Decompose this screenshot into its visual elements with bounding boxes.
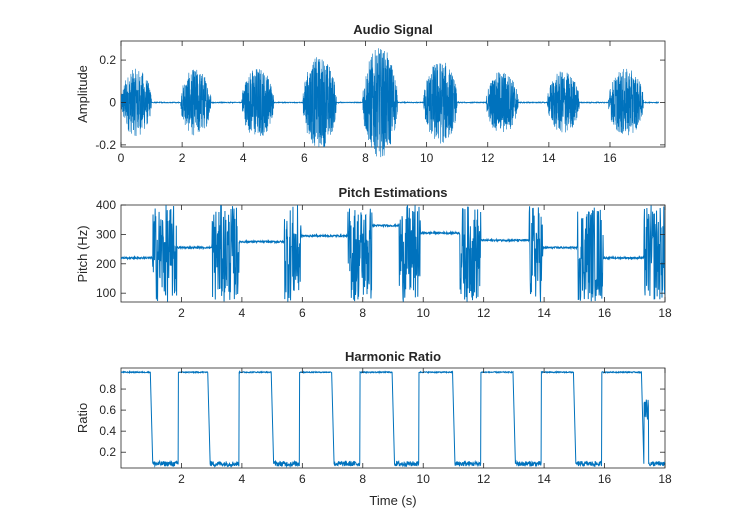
harmonic-ratio-line <box>120 370 666 469</box>
y-tick-label: 0.2 <box>99 53 116 67</box>
harmonic-ratio-title: Harmonic Ratio <box>345 349 441 364</box>
harmonic-ratio-plot: Harmonic Ratio 2 4 6 8 10 12 14 16 18 0.20.40.60… <box>75 349 672 508</box>
x-tick-label: 8 <box>362 151 369 165</box>
y-tick-label: 400 <box>96 198 116 212</box>
audio-signal-ylabel: Amplitude <box>75 65 90 123</box>
audio-signal-title: Audio Signal <box>353 22 432 37</box>
audio-signal-plot: Audio Signal 0 2 4 6 8 10 12 14 16 -0.200.2 Ampl… <box>75 22 666 165</box>
y-tick-label: 0.2 <box>99 445 116 459</box>
x-tick-label: 14 <box>537 472 551 486</box>
x-tick-label: 6 <box>299 472 306 486</box>
x-tick-label: 4 <box>239 306 246 320</box>
x-tick-label: 10 <box>417 472 431 486</box>
x-tick-label: 12 <box>477 472 491 486</box>
harmonic-ratio-xlabel: Time (s) <box>369 493 416 508</box>
x-tick-label: 16 <box>598 472 612 486</box>
pitch-estimations-series <box>120 205 666 302</box>
y-tick-label: 0 <box>109 95 116 109</box>
x-tick-label: 6 <box>299 306 306 320</box>
x-tick-label: 10 <box>417 306 431 320</box>
pitch-estimations-title: Pitch Estimations <box>338 185 447 200</box>
x-tick-label: 0 <box>118 151 125 165</box>
y-tick-label: 0.8 <box>99 382 116 396</box>
y-tick-label: 0.4 <box>99 424 116 438</box>
y-tick-label: 0.6 <box>99 403 116 417</box>
x-tick-label: 2 <box>179 151 186 165</box>
y-tick-label: 300 <box>96 227 116 241</box>
x-tick-label: 10 <box>420 151 434 165</box>
pitch-line <box>120 205 666 302</box>
x-tick-label: 4 <box>240 151 247 165</box>
y-tick-label: -0.2 <box>95 138 116 152</box>
x-tick-label: 16 <box>598 306 612 320</box>
x-tick-label: 16 <box>603 151 617 165</box>
audio-signal-line <box>120 48 660 158</box>
audio-signal-xticks: 0 2 4 6 8 10 12 14 16 <box>118 41 617 165</box>
pitch-estimations-yticks: 100 200 300 400 <box>96 198 665 300</box>
harmonic-ratio-series <box>120 370 666 469</box>
pitch-estimations-axes-box <box>120 204 666 303</box>
x-tick-label: 18 <box>658 306 672 320</box>
pitch-estimations-ylabel: Pitch (Hz) <box>75 225 90 282</box>
x-tick-label: 8 <box>359 472 366 486</box>
harmonic-ratio-yticks: 0.2 0.4 0.6 0.8 <box>99 382 665 459</box>
x-tick-label: 12 <box>481 151 495 165</box>
y-tick-label: 100 <box>96 286 116 300</box>
audio-signal-series <box>120 48 660 158</box>
x-tick-label: 8 <box>359 306 366 320</box>
x-tick-label: 2 <box>178 472 185 486</box>
x-tick-label: 14 <box>542 151 556 165</box>
harmonic-ratio-xticks: 2 4 6 8 10 12 14 16 18 <box>178 368 672 486</box>
x-tick-label: 2 <box>178 306 185 320</box>
x-tick-label: 14 <box>537 306 551 320</box>
harmonic-ratio-ylabel: Ratio <box>75 403 90 433</box>
audio-signal-yticks: -0.2 0 0.2 <box>95 53 665 152</box>
x-tick-label: 4 <box>239 472 246 486</box>
pitch-estimations-xticks: 2 4 6 8 10 12 14 16 18 <box>178 205 672 320</box>
x-tick-label: 6 <box>301 151 308 165</box>
y-tick-label: 200 <box>96 257 116 271</box>
pitch-estimations-plot: Pitch Estimations 2 4 6 8 10 12 14 16 18 100 200 3… <box>75 185 672 320</box>
x-tick-label: 18 <box>658 472 672 486</box>
x-tick-label: 12 <box>477 306 491 320</box>
